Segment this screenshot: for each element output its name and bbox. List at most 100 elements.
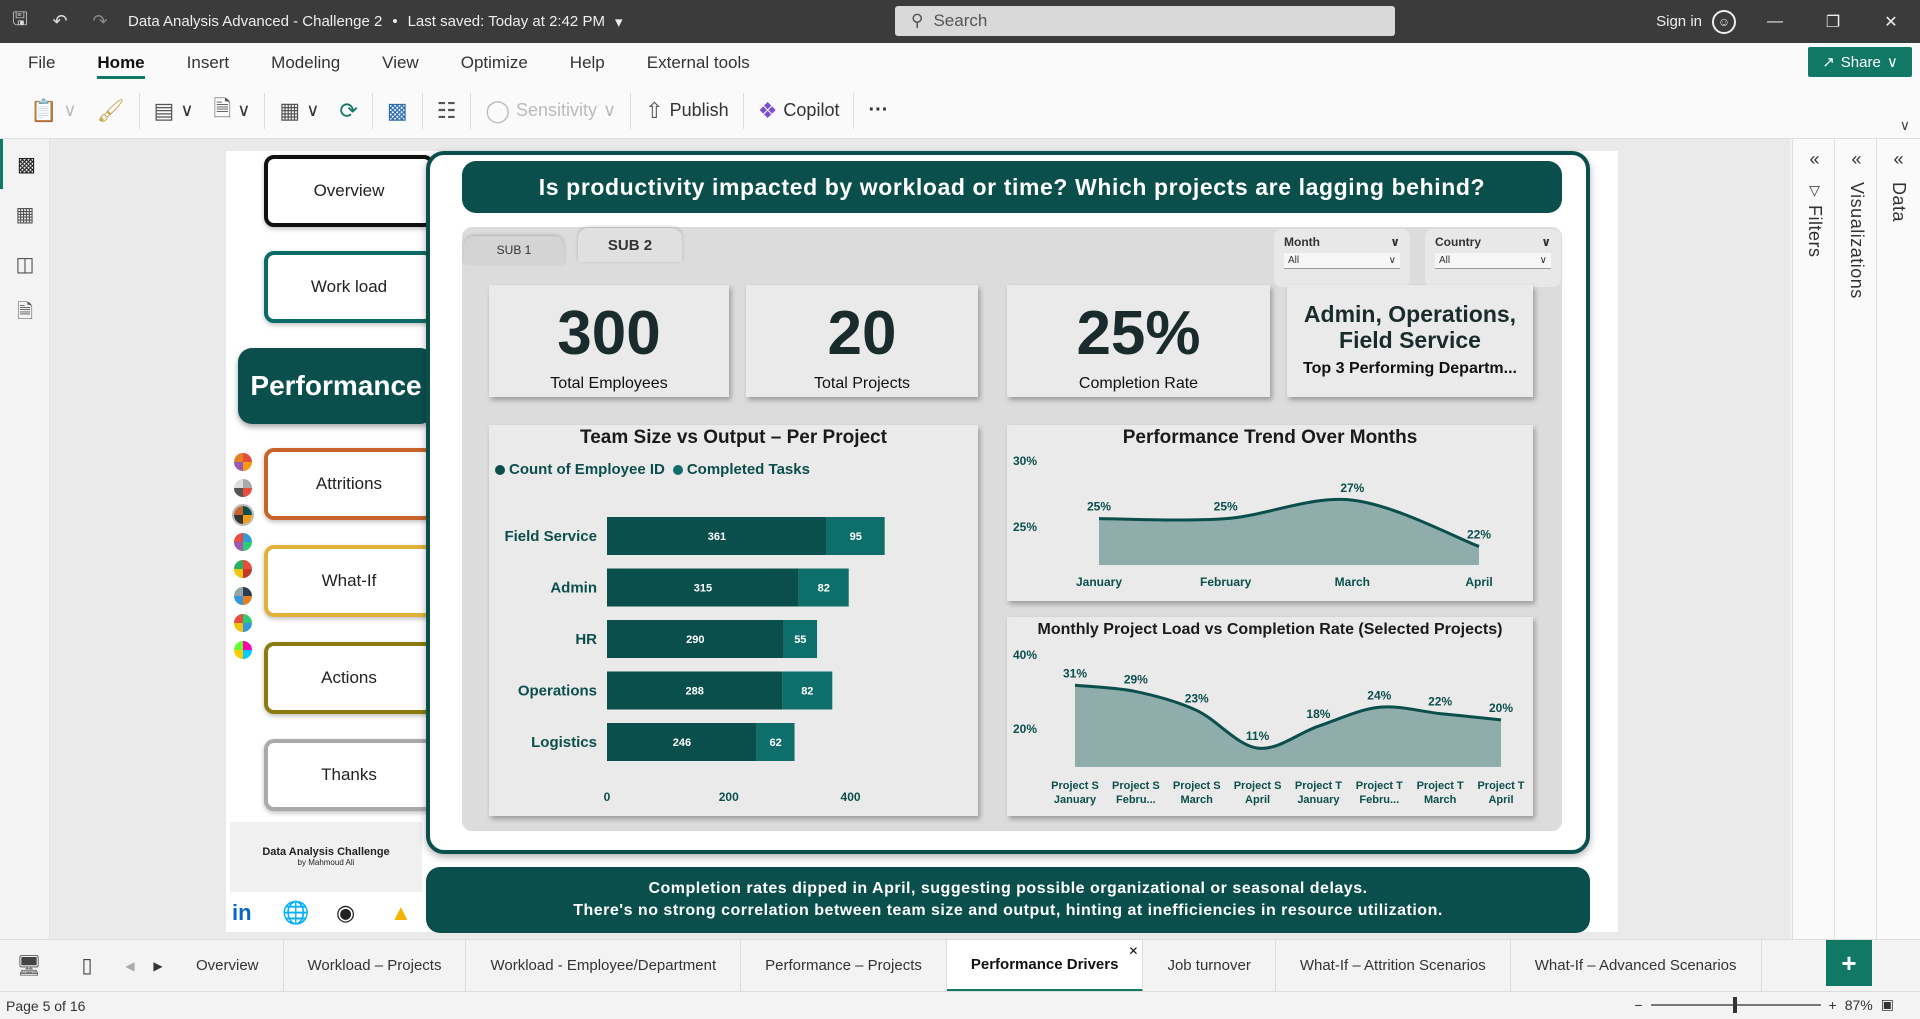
insight-banner: Completion rates dipped in April, sugges… — [426, 867, 1590, 933]
undo-icon[interactable]: ↶ — [52, 11, 68, 31]
save-icon[interactable]: 🖫 — [12, 8, 28, 29]
tick-label: 200 — [719, 790, 739, 804]
theme-dot-8[interactable] — [234, 641, 252, 659]
new-measure-button[interactable]: ☷ — [427, 91, 467, 131]
refresh-button[interactable]: ⟳ — [329, 91, 367, 131]
country-slicer-value: All — [1439, 255, 1451, 266]
visualizations-pane[interactable]: « Visualizations — [1834, 139, 1878, 939]
zoom-slider[interactable] — [1650, 996, 1821, 1013]
menu-insert[interactable]: Insert — [186, 53, 230, 72]
sign-in-button[interactable]: Sign in ☺ — [1656, 9, 1736, 34]
page-tab-workload-employee[interactable]: Workload - Employee/Department — [466, 939, 742, 992]
get-data-button[interactable]: ▤ ∨ — [153, 97, 194, 123]
menu-view[interactable]: View — [382, 53, 419, 72]
close-icon[interactable]: ✕ — [1884, 13, 1898, 31]
page-tab-overview[interactable]: Overview — [172, 939, 284, 992]
report-view-icon[interactable]: ▩ — [0, 139, 50, 189]
publish-button[interactable]: ⇧ Publish — [645, 97, 729, 123]
data-pane[interactable]: « Data — [1876, 139, 1920, 939]
close-tab-icon[interactable]: ✕ — [1128, 943, 1139, 958]
mobile-layout-icon[interactable]: ▯ — [81, 955, 93, 977]
dax-query-icon[interactable]: 🗎 — [16, 301, 34, 323]
search-placeholder: Search — [933, 11, 988, 30]
new-visual-button[interactable]: ▩ — [377, 91, 418, 131]
format-painter-button[interactable]: 🖌 — [87, 91, 135, 131]
minimize-icon[interactable]: — — [1767, 12, 1783, 30]
restore-icon[interactable]: ❐ — [1825, 13, 1841, 31]
theme-dot-6[interactable] — [234, 587, 252, 605]
linkedin-icon[interactable]: in — [232, 900, 252, 925]
menu-external-tools[interactable]: External tools — [646, 53, 750, 72]
sensitivity-button[interactable]: ◯ Sensitivity ∨ — [485, 97, 617, 123]
category-label: Project S — [1234, 780, 1282, 792]
google-drive-icon[interactable]: ▲ — [390, 900, 412, 925]
window-title[interactable]: Data Analysis Advanced - Challenge 2 • L… — [128, 13, 623, 31]
zoom-in-icon[interactable]: + — [1828, 996, 1837, 1013]
sub-tab-2[interactable]: SUB 2 — [578, 228, 682, 262]
globe-icon[interactable]: 🌐 — [282, 900, 310, 925]
share-button[interactable]: ↗ Share ∨ — [1808, 47, 1912, 77]
theme-dot-5[interactable] — [234, 560, 252, 578]
menu-home[interactable]: Home — [97, 43, 145, 83]
kpi-total-employees[interactable]: 300 Total Employees — [489, 285, 729, 397]
page-tab-performance-projects[interactable]: Performance – Projects — [741, 939, 947, 992]
nav-workload-button[interactable]: Work load — [264, 251, 434, 323]
nav-whatif-button[interactable]: What-If — [264, 545, 434, 617]
scroll-left-icon[interactable]: ◀ — [125, 958, 135, 973]
github-icon[interactable]: ◉ — [336, 900, 356, 925]
kpi-total-projects[interactable]: 20 Total Projects — [746, 285, 978, 397]
sub-tab-1[interactable]: SUB 1 — [464, 236, 564, 264]
legend-item[interactable]: Completed Tasks — [672, 461, 810, 478]
page-tab-whatif-advanced[interactable]: What-If – Advanced Scenarios — [1511, 939, 1762, 992]
theme-dot-4[interactable] — [234, 533, 252, 551]
zoom-out-icon[interactable]: − — [1634, 996, 1643, 1013]
menu-file[interactable]: File — [28, 53, 56, 72]
monthly-load-chart[interactable]: Monthly Project Load vs Completion Rate … — [1007, 617, 1533, 816]
performance-trend-chart[interactable]: Performance Trend Over Months 25% 25% 27% 2… — [1007, 425, 1533, 601]
filters-pane[interactable]: « ▽ Filters — [1792, 139, 1836, 939]
share-icon: ↗ — [1822, 54, 1835, 71]
theme-dot-3[interactable] — [232, 504, 254, 526]
paste-button[interactable]: 📋 ∨ — [30, 97, 77, 123]
search-box[interactable]: ⚲ Search — [895, 6, 1395, 36]
legend-item[interactable]: Count of Employee ID — [495, 461, 665, 478]
chevron-left-double-icon[interactable]: « — [1851, 149, 1862, 169]
menu-modeling[interactable]: Modeling — [271, 53, 341, 72]
team-size-chart[interactable]: Team Size vs Output – Per Project Count … — [489, 425, 978, 816]
recent-sources-button[interactable]: 🗎 ∨ — [204, 91, 261, 131]
desktop-layout-icon[interactable]: 🖥 — [16, 955, 42, 977]
country-slicer[interactable]: Country ∨ All ∨ — [1425, 229, 1561, 287]
kpi-top-departments[interactable]: Admin, Operations, Field Service Top 3 P… — [1287, 285, 1533, 397]
page-tab-performance-drivers[interactable]: Performance Drivers ✕ — [946, 939, 1144, 992]
transform-data-button[interactable]: ▦ ∨ — [279, 97, 320, 123]
table-view-icon[interactable]: ▦ — [15, 203, 35, 226]
menu-optimize[interactable]: Optimize — [460, 53, 528, 72]
copilot-button[interactable]: ❖ Copilot — [757, 97, 840, 123]
collapse-ribbon-icon[interactable]: ∨ — [1899, 117, 1910, 133]
kpi-completion-rate[interactable]: 25% Completion Rate — [1007, 285, 1270, 397]
page-tab-whatif-attrition[interactable]: What-If – Attrition Scenarios — [1276, 939, 1511, 992]
fit-page-icon[interactable]: ▣ — [1880, 996, 1894, 1012]
theme-dot-7[interactable] — [234, 614, 252, 632]
chevron-left-double-icon[interactable]: « — [1809, 149, 1820, 169]
chevron-down-icon[interactable]: ▾ — [614, 13, 623, 31]
redo-icon[interactable]: ↷ — [92, 11, 108, 31]
chevron-left-double-icon[interactable]: « — [1893, 149, 1904, 169]
theme-dot-2[interactable] — [234, 479, 252, 497]
month-slicer[interactable]: Month ∨ All ∨ — [1274, 229, 1410, 287]
more-options-button[interactable]: ··· — [868, 99, 889, 121]
nav-attritions-button[interactable]: Attritions — [264, 448, 434, 520]
theme-dot-1[interactable] — [234, 453, 252, 471]
model-view-icon[interactable]: ◫ — [15, 253, 35, 276]
nav-actions-button[interactable]: Actions — [264, 642, 434, 714]
add-page-button[interactable]: + — [1826, 940, 1872, 986]
page-tab-job-turnover[interactable]: Job turnover — [1143, 939, 1276, 992]
nav-overview-button[interactable]: Overview — [264, 155, 434, 227]
nav-performance-button[interactable]: Performance — [238, 348, 434, 424]
data-label: 290 — [686, 634, 704, 646]
nav-thanks-button[interactable]: Thanks — [264, 739, 434, 811]
last-saved: Last saved: Today at 2:42 PM — [407, 13, 605, 30]
scroll-right-icon[interactable]: ▶ — [153, 958, 163, 973]
menu-help[interactable]: Help — [569, 53, 605, 72]
page-tab-workload-projects[interactable]: Workload – Projects — [284, 939, 467, 992]
